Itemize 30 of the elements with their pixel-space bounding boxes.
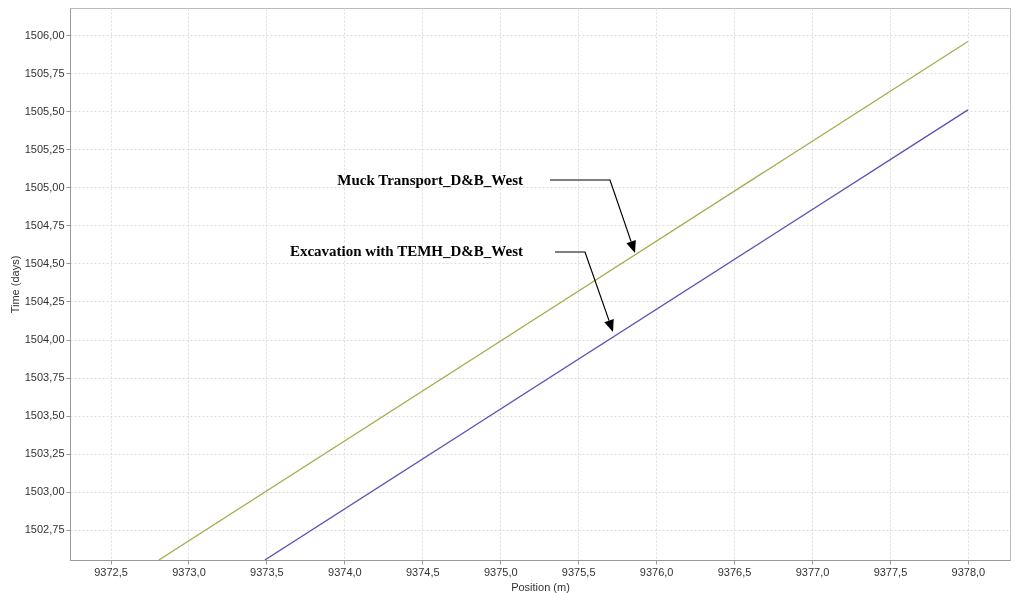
- x-tick-label: 9376,5: [717, 565, 752, 578]
- y-tick-label: 1505,50: [24, 104, 65, 117]
- x-axis-title: Position (m): [511, 580, 570, 593]
- y-tick-label: 1503,00: [24, 485, 65, 498]
- x-tick-label: 9377,0: [795, 565, 830, 578]
- y-tick-label: 1505,00: [24, 180, 65, 193]
- x-tick-label: 9378,0: [951, 565, 986, 578]
- y-tick-label: 1503,75: [24, 371, 65, 384]
- y-tick-label: 1504,25: [24, 294, 65, 307]
- x-tick-label: 9374,0: [328, 565, 362, 578]
- x-tick-label: 9375,5: [561, 565, 596, 578]
- x-tick-label: 9373,5: [250, 565, 284, 578]
- x-tick-label: 9373,0: [172, 565, 206, 578]
- x-tick-label: 9377,5: [873, 565, 908, 578]
- x-tick-label: 9372,5: [94, 565, 128, 578]
- y-tick-label: 1505,75: [24, 66, 65, 79]
- y-tick-label: 1506,00: [24, 28, 65, 41]
- y-tick-label: 1504,50: [24, 256, 65, 269]
- annotation: Muck Transport_D&B_West: [337, 172, 523, 188]
- y-tick-label: 1504,75: [24, 218, 65, 231]
- x-tick-label: 9376,0: [639, 565, 674, 578]
- x-tick-label: 9375,0: [483, 565, 518, 578]
- y-tick-label: 1502,75: [24, 523, 65, 536]
- annotation: Excavation with TEMH_D&B_West: [289, 243, 523, 259]
- x-tick-label: 9374,5: [405, 565, 440, 578]
- y-tick-label: 1503,25: [24, 447, 65, 460]
- y-tick-label: 1503,50: [24, 409, 65, 422]
- y-tick-label: 1504,00: [24, 333, 65, 345]
- y-tick-label: 1505,25: [24, 142, 65, 155]
- y-axis-title: Time (days): [8, 255, 21, 314]
